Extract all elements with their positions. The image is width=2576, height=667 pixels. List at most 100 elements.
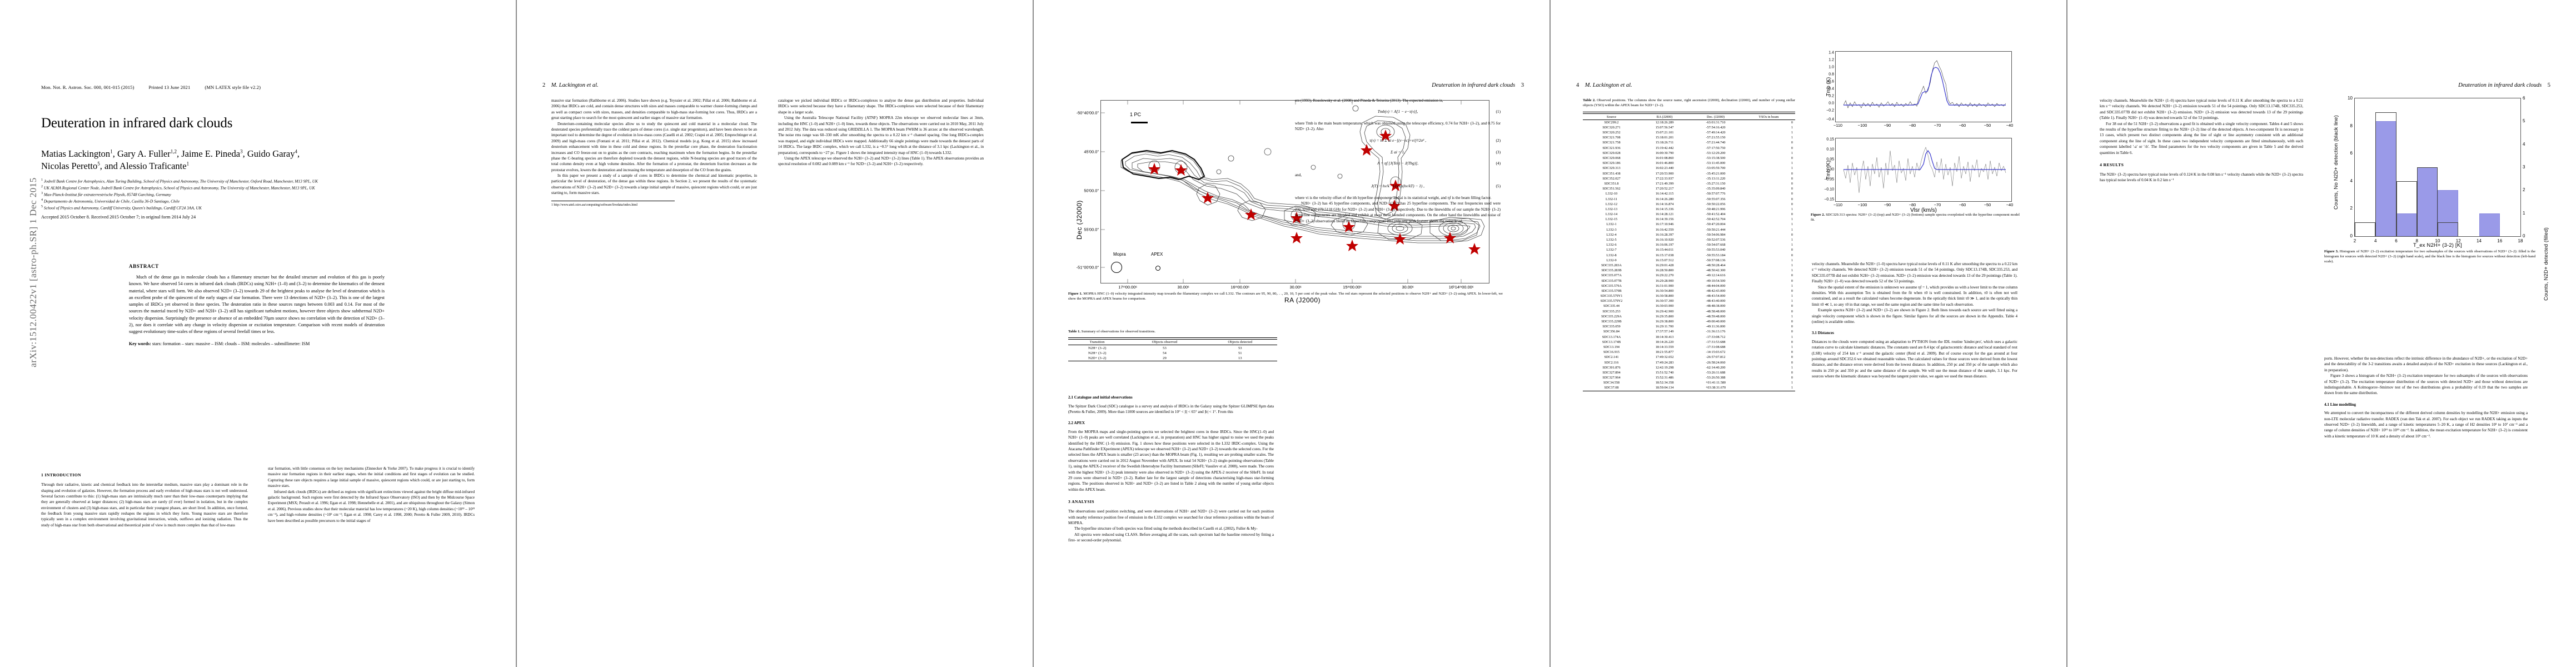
page3-col2-para4: N2H+ (3–2) has 45 hyperfine components, … [1295, 201, 1501, 223]
table-2-col-2: Dec. (J2000) [1689, 113, 1742, 120]
table-2-ysos: 0 [1791, 120, 1793, 125]
affiliation-5: 5 School of Physics and Astronomy, Cardi… [41, 205, 202, 211]
running-head-page4: 4 M. Lackington et al. [1576, 82, 1632, 88]
table-2-source: L332-11 [1605, 197, 1618, 201]
table-2-source: L332-7 [1606, 248, 1617, 252]
table-1-col-0: Transition [1068, 339, 1127, 346]
figure-3-xtick: 12 [2455, 238, 2461, 243]
table-row: SDC335.253 16:29:42.900 -48:58:48.000 0 [1583, 309, 1795, 314]
table-2-ra: 17:22:33.937 [1655, 176, 1674, 181]
table-2-dec: -62:14:40.200 [1706, 365, 1726, 370]
table-2-ysos: 0 [1791, 181, 1793, 186]
table-row: SDC351.438 17:20:53.900 -35:45:21.000 0 [1583, 171, 1795, 176]
figure-3-bar-filled [2479, 213, 2500, 236]
table-2-ra: 17:20:53.900 [1655, 171, 1674, 176]
table-1-col-2: Objects detected [1203, 339, 1277, 346]
table-2-ra: 15:18:26.711 [1655, 141, 1674, 145]
table-2-col-1: RA (J2000) [1640, 113, 1690, 120]
abstract-heading: ABSTRACT [129, 263, 159, 269]
figure-1-xtick-3: 30.00ˢ [1289, 285, 1302, 290]
figure-2-caption-text: SDC329.313 spectra: N2H+ (3–2) (top) and… [1811, 213, 2020, 222]
table-2-ra: 16:14:28.121 [1655, 212, 1674, 217]
table-2-source: L332-1 [1606, 222, 1617, 227]
affiliation-2: 2 UK ALMA Regional Center Node, Jodrell … [41, 185, 315, 191]
table-2-ra: 16:30:03.900 [1655, 304, 1674, 308]
table-2-dec: -53:26:50.388 [1706, 376, 1726, 380]
figure-3-bar-outline [2416, 167, 2438, 236]
fig2-top-ytick-6: 0.2 [1828, 94, 1834, 98]
table-2-col-3: YSOs in beam [1742, 113, 1795, 120]
figure-3-xtick: 18 [2518, 238, 2523, 243]
table-2-dec: -35:27:31.150 [1706, 181, 1726, 186]
table-2-dec: -35:45:21.000 [1706, 171, 1726, 176]
figure-3-label: Figure 3. [2324, 250, 2339, 253]
table-2-ra: 16:30:58.800 [1655, 294, 1674, 298]
table-2-source: L332-8 [1606, 253, 1617, 257]
table-2-dec: -53:05:59.700 [1706, 166, 1726, 171]
table-2-source: L332-6 [1606, 243, 1617, 247]
page-number-4: 4 [1576, 82, 1580, 88]
page4-col2-para1: velocity channels. Meanwhile the N2H+ (1… [1812, 262, 2017, 284]
table-2-label: Table 2. [1583, 98, 1596, 102]
equation-2-body: τ(ν) = τ0 Σ ai e−[(v−vc)+vi]²/2σ² , [1369, 137, 1426, 143]
table-2-source: L332-4 [1606, 232, 1617, 237]
table-2-source: SDC335.579B [1601, 288, 1622, 293]
table-2-ysos: 0 [1791, 171, 1793, 176]
running-head-text-4: M. Lackington et al. [1585, 82, 1632, 88]
page1-col2-para1: star formation, with little consensus on… [268, 466, 475, 489]
page3-col1-para3: The observations used position switching… [1068, 509, 1274, 526]
figure-2: Tmb (K) 1.4 1.2 1.0 0.8 0.6 0.4 0.2 0.0 … [1811, 51, 2020, 214]
table-2-ysos: 1 [1791, 381, 1793, 385]
table-2-ysos: 0 [1791, 325, 1793, 329]
table-row: SDC335.059 16:29:11.700 -49:11:36.000 0 [1583, 324, 1795, 329]
table-row: SDC329.186 16:01:46.800 -53:11:45.000 1 [1583, 161, 1795, 166]
table-2-ysos: 1 [1791, 283, 1793, 288]
figure-1-scalebar-label: 1 PC [1130, 112, 1142, 117]
table-2-ysos: 1 [1791, 294, 1793, 298]
table-2-source: SDC321.936 [1602, 146, 1621, 150]
keywords-label: Key words: [129, 341, 151, 346]
table-row: N2D+ (3–2) 29 13 [1068, 356, 1277, 361]
table-2-source: SDC335.283A [1601, 263, 1622, 267]
table-2-dec: -53:11:45.000 [1706, 161, 1726, 166]
table-2-ysos: 1 [1791, 166, 1793, 171]
table-2-source: SDC335.229B [1601, 320, 1622, 324]
figure-3-ytick-right: 1 [2523, 210, 2525, 216]
page1-col2-para2: Infrared dark clouds (IRDCs) are defined… [268, 489, 475, 523]
figure-3-ytick-left: 8 [2350, 123, 2353, 128]
table-1-caption-text: Summary of observations for observed tra… [1081, 330, 1156, 334]
table-row: SDC351.8 17:21:49.399 -35:27:31.150 0 [1583, 181, 1795, 186]
figure-3-xtick: 8 [2415, 238, 2418, 243]
table-2-dec: -50:50:22.056 [1706, 202, 1726, 206]
page3-col1-para5: All spectra were reduced using CLASS. Be… [1068, 532, 1274, 543]
table-2-ra: 15:51:52.740 [1655, 370, 1674, 375]
table-2-ra: 16:14:39.156 [1655, 217, 1674, 222]
table-2-ra: 16:17:10.946 [1655, 222, 1674, 227]
table-2-ra: 16:28:50.800 [1655, 268, 1674, 273]
table-2-dec: -48:50:28.464 [1706, 263, 1726, 267]
fig2-top-ytick-8: −0.2 [1826, 108, 1834, 113]
table-2-ysos: 0 [1791, 350, 1793, 355]
fig2-top-xtick-7: −40 [2006, 123, 2014, 128]
page2-col1-para3: In this paper we present a study of a sa… [551, 173, 757, 196]
fig2-bot-ytick-3: 0.00 [1826, 167, 1834, 172]
table-2-ra: 16:29:28.900 [1655, 278, 1674, 283]
page4-column-2: velocity channels. Meanwhile the N2H+ (1… [1812, 261, 2017, 380]
table-2-ra: 16:15:44.011 [1655, 248, 1674, 252]
equation-3-number: (3) [1496, 149, 1501, 155]
fig2-top-ytick-0: 1.4 [1828, 51, 1834, 55]
table-2-dec: -50:42:52.704 [1706, 217, 1726, 222]
running-head-page5: Deuteration in infrared dark clouds 5 [2458, 82, 2550, 88]
figure-1-caption: Figure 1. MOPRA HNC (1–0) velocity integ… [1068, 291, 1503, 301]
page5-col2-para1: ports. However, whether the non-detectio… [2324, 356, 2528, 372]
table-row: L332-10 16:14:42.115 -50:57:07.776 0 [1583, 191, 1795, 196]
figure-1: Dec (J2000) RA (J2000) -50°40'00.0" 45'0… [1068, 100, 1503, 304]
table-row: SDC2.116 17:49:24.283 -26:58:24.060 0 [1583, 360, 1795, 365]
table-2-ysos: 1 [1791, 314, 1793, 318]
figure-3-xtick: 10 [2435, 238, 2440, 243]
table-1-r2c0: N2D+ (3–2) [1088, 356, 1107, 360]
table-2-ysos: 1 [1791, 161, 1793, 166]
table-2-source: SDC13.194 [1603, 345, 1620, 349]
fig2-top-xtick-3: −80 [1909, 123, 1916, 128]
page3-column-2: ers (1993), Rosolowsky et al. (2008) and… [1295, 98, 1501, 224]
